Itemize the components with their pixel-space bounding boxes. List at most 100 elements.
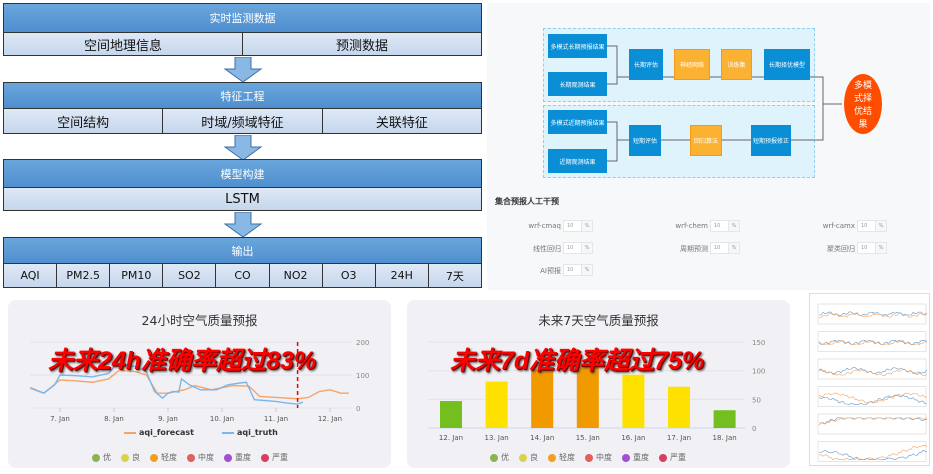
x-tick-label: 7. Jan — [50, 415, 70, 423]
weight-input[interactable]: 10% — [710, 220, 740, 232]
chart-7d-title: 未来7天空气质量预报 — [538, 313, 659, 328]
circle-icon — [92, 453, 100, 462]
x-tick-label: 10. Jan — [210, 415, 234, 423]
level-legend-item[interactable]: 优 — [490, 452, 509, 463]
weight-input[interactable]: 10% — [710, 242, 740, 254]
y-tick-label: 0 — [356, 405, 360, 413]
flow-short-eval: 短期评估 — [629, 125, 661, 156]
mini-series-line — [818, 340, 928, 346]
stage-items: AQI PM2.5 PM10 SO2 CO NO2 O3 24H 7天 — [3, 263, 482, 288]
percent-unit: % — [581, 243, 592, 253]
level-legend-item[interactable]: 中度 — [585, 452, 612, 463]
legend-truth[interactable]: aqi_truth — [221, 428, 278, 437]
y-tick-label: 200 — [356, 339, 369, 347]
flow-train-set: 训练集 — [721, 49, 752, 80]
circle-icon — [548, 453, 556, 462]
flow-regression: 回归算法 — [690, 125, 722, 156]
weight-input[interactable]: 10% — [563, 220, 593, 232]
stage-item: 时域/频域特征 — [163, 109, 323, 133]
level-name: 优 — [501, 453, 509, 462]
level-legend-item[interactable]: 中度 — [187, 452, 214, 463]
chart-24h: 0 100 200 7. Jan 8. Jan 9. Jan 10. Jan 11. Jan 1… — [30, 339, 369, 423]
level-legend-item[interactable]: 轻度 — [150, 452, 177, 463]
stage-title: 模型构建 — [3, 159, 482, 187]
level-legend-item[interactable]: 良 — [519, 452, 538, 463]
level-legend-item[interactable]: 重度 — [224, 452, 251, 463]
weight-value[interactable]: 10 — [567, 223, 574, 229]
mini-series-line — [818, 392, 927, 403]
chart-24h-overlay: 未来24h准确率超过83% — [48, 347, 317, 375]
x-tick-label: 12. Jan — [439, 434, 463, 442]
mini-chart-frame — [817, 413, 927, 435]
weight-input[interactable]: 10% — [857, 220, 887, 232]
level-legend-item[interactable]: 重度 — [622, 452, 649, 463]
level-name: 重度 — [633, 453, 649, 462]
percent-unit: % — [581, 265, 592, 275]
bar — [622, 374, 645, 428]
weight-value[interactable]: 10 — [861, 223, 868, 229]
chart-7d: 0 50 100 150 12. Jan 13. Jan 14. Jan 15. Jan 16.… — [428, 339, 765, 442]
y-tick-label: 150 — [752, 339, 765, 347]
weight-input[interactable]: 10% — [563, 264, 593, 276]
mini-series-line — [818, 339, 928, 345]
percent-unit: % — [875, 221, 886, 231]
x-tick-label: 8. Jan — [104, 415, 124, 423]
x-tick-label: 15. Jan — [576, 434, 600, 442]
percent-unit: % — [875, 243, 886, 253]
stage-title: 输出 — [3, 237, 482, 263]
history-charts-thumbnail — [809, 293, 930, 466]
weight-value[interactable]: 10 — [714, 245, 721, 251]
weight-input[interactable]: 10% — [857, 242, 887, 254]
flow-short-forecast: 多模式近期预报结果 — [548, 110, 607, 134]
flow-long-observation: 长期观测结果 — [548, 72, 607, 96]
weight-value[interactable]: 10 — [567, 245, 574, 251]
stage-item: O3 — [322, 264, 376, 287]
stage-item: 24H — [375, 264, 429, 287]
stage-item: 7天 — [428, 264, 481, 287]
flow-connectors — [607, 45, 842, 162]
weight-value[interactable]: 10 — [861, 245, 868, 251]
percent-unit: % — [728, 243, 739, 253]
chart-7d-overlay: 未来7d准确率超过75% — [450, 347, 705, 375]
weight-value[interactable]: 10 — [714, 223, 721, 229]
chart-24h-card: 24小时空气质量预报 — [8, 300, 391, 468]
stage-item: PM10 — [110, 264, 164, 287]
down-arrow-icon — [223, 135, 263, 161]
mini-chart-frame — [817, 358, 927, 380]
x-tick-label: 18. Jan — [713, 434, 737, 442]
bar — [485, 381, 508, 428]
x-tick-label: 11. Jan — [264, 415, 288, 423]
level-legend-item[interactable]: 严重 — [659, 452, 686, 463]
intervention-title: 集合预报人工干预 — [495, 197, 559, 206]
level-legend-item[interactable]: 轻度 — [548, 452, 575, 463]
legend-line-icon — [221, 431, 234, 434]
level-legend-item[interactable]: 良 — [121, 452, 140, 463]
level-legend-item[interactable]: 优 — [92, 452, 111, 463]
stage-item: NO2 — [269, 264, 323, 287]
flow-long-forecast: 多模式长期预报结果 — [548, 34, 607, 58]
x-tick-label: 13. Jan — [485, 434, 509, 442]
stage-item: 空间地理信息 — [4, 33, 243, 55]
bar — [440, 401, 462, 428]
legend-forecast[interactable]: aqi_forecast — [124, 428, 194, 437]
level-legend-item[interactable]: 严重 — [261, 452, 288, 463]
chart-7d-level-legend: 优 良 轻度 中度 重度 严重 — [490, 452, 686, 463]
stage-item: AQI — [4, 264, 58, 287]
legend-line-icon — [124, 431, 136, 434]
y-tick-label: 0 — [752, 425, 756, 433]
level-name: 良 — [530, 453, 538, 462]
stage-items: 空间结构 时域/频域特征 关联特征 — [3, 108, 482, 134]
series-line-aqi_truth — [30, 363, 304, 405]
circle-icon — [187, 453, 195, 462]
stage-item: 关联特征 — [322, 109, 481, 133]
weight-value[interactable]: 10 — [567, 267, 574, 273]
stage-item: PM2.5 — [57, 264, 111, 287]
weight-input[interactable]: 10% — [563, 242, 593, 254]
circle-icon — [585, 453, 593, 462]
stage-item: SO2 — [163, 264, 217, 287]
flow-short-observation: 近期观测结果 — [548, 149, 607, 173]
stage-item: 预测数据 — [243, 33, 481, 55]
chart-24h-series-legend: aqi_forecast aqi_truth — [124, 428, 278, 437]
circle-icon — [519, 453, 527, 462]
down-arrow-icon — [223, 212, 263, 238]
